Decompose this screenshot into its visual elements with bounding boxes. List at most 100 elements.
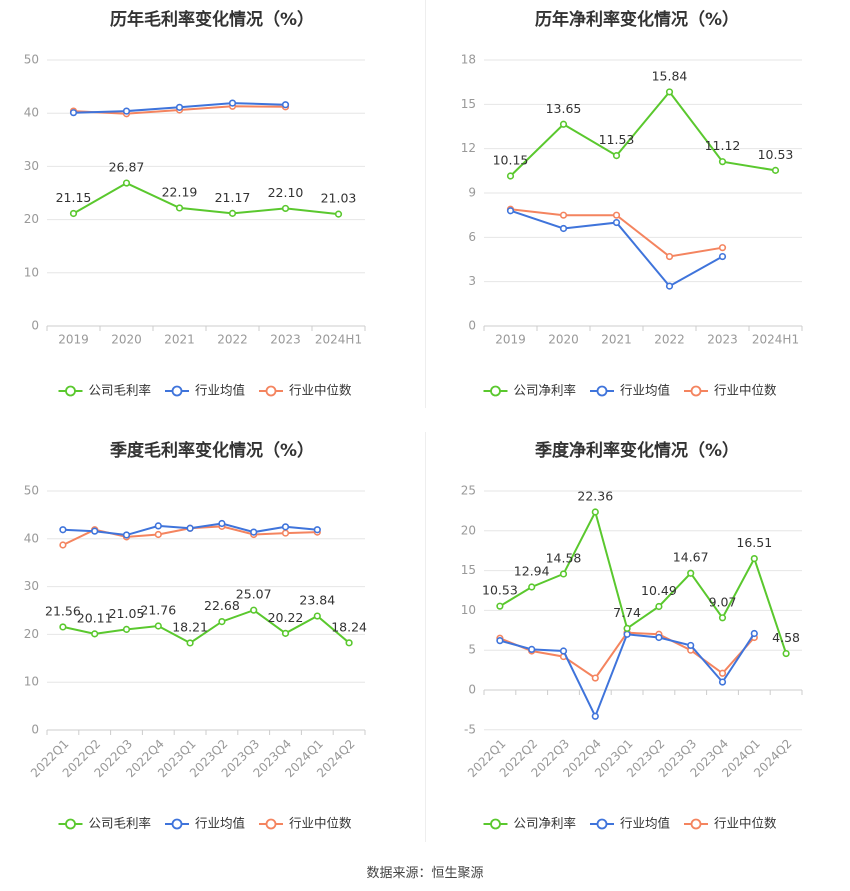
data-point-company bbox=[718, 158, 727, 166]
legend: 公司毛利率 行业均值 行业中位数 bbox=[58, 383, 352, 398]
chart-panel-annual-gross: 历年毛利率变化情况（%） 0 10 20 30 40 50 2019 2020 2021 2022 2… bbox=[0, 0, 425, 430]
legend: 公司净利率 行业均值 行业中位数 bbox=[483, 383, 777, 398]
data-point-avg bbox=[175, 103, 184, 111]
chart-panel-quarterly-net: 季度净利率变化情况（%） -5 0 5 10 15 20 25 2022Q1 2022Q2 2022… bbox=[425, 432, 850, 862]
x-tick-label: 2020 bbox=[548, 333, 579, 347]
data-point-company bbox=[122, 625, 131, 633]
data-point-company bbox=[250, 606, 258, 614]
data-point-avg bbox=[559, 647, 568, 655]
data-label: 9.07 bbox=[709, 594, 737, 609]
legend-label: 行业均值 bbox=[195, 383, 245, 398]
data-point-company bbox=[559, 570, 568, 578]
legend-item-median: 行业中位数 bbox=[259, 383, 352, 398]
data-point-company bbox=[122, 179, 131, 187]
data-point-avg bbox=[655, 633, 663, 642]
legend-label: 行业中位数 bbox=[289, 383, 352, 398]
data-point-company bbox=[218, 617, 226, 626]
x-tick-label: 2024H1 bbox=[315, 333, 362, 347]
series-line-company bbox=[62, 609, 350, 645]
chart-title: 历年毛利率变化情况（%） bbox=[110, 9, 314, 30]
data-label: 22.68 bbox=[204, 598, 240, 613]
data-point-company bbox=[154, 622, 162, 630]
legend-marker bbox=[265, 818, 277, 830]
legend-label: 行业均值 bbox=[620, 383, 670, 398]
series-line-company bbox=[73, 181, 339, 216]
series-line-avg bbox=[499, 632, 756, 719]
y-tick-label: 3 bbox=[468, 274, 476, 288]
legend-label: 行业均值 bbox=[620, 816, 670, 831]
legend-marker bbox=[171, 818, 183, 830]
data-point-company bbox=[345, 639, 353, 647]
data-point-avg bbox=[665, 282, 674, 290]
y-tick-label: 5 bbox=[468, 643, 476, 657]
data-label: 14.58 bbox=[546, 550, 582, 565]
data-point-avg bbox=[281, 523, 290, 531]
legend-marker bbox=[690, 385, 702, 397]
x-tick-label: 2019 bbox=[495, 333, 526, 347]
legend-label: 公司净利率 bbox=[514, 383, 577, 398]
chart-title: 历年净利率变化情况（%） bbox=[535, 9, 739, 30]
data-point-avg bbox=[528, 645, 536, 654]
legend-marker bbox=[690, 818, 702, 830]
x-tick-label: 2019 bbox=[58, 333, 89, 347]
y-tick-label: 18 bbox=[461, 53, 476, 67]
series-line-median bbox=[499, 631, 756, 680]
data-point-company bbox=[281, 204, 290, 213]
data-point-company bbox=[559, 120, 568, 128]
data-point-company bbox=[782, 649, 790, 658]
data-point-avg bbox=[122, 531, 131, 539]
chart-annual-gross: 历年毛利率变化情况（%） 0 10 20 30 40 50 2019 2020 2021 2022 2… bbox=[24, 9, 366, 398]
x-tick-label: 2024H1 bbox=[752, 333, 799, 347]
series-line-company bbox=[509, 90, 776, 177]
y-tick-label: 0 bbox=[468, 683, 476, 697]
y-tick-label: 40 bbox=[24, 531, 39, 545]
y-tick-label: 9 bbox=[468, 186, 476, 200]
data-point-median bbox=[559, 211, 568, 219]
data-label: 25.07 bbox=[236, 587, 272, 602]
panel-divider bbox=[425, 0, 426, 408]
y-tick-label: 15 bbox=[461, 97, 476, 111]
x-tick-label: 2023 bbox=[707, 333, 738, 347]
data-label: 10.49 bbox=[641, 583, 677, 598]
legend: 公司毛利率 行业均值 行业中位数 bbox=[58, 816, 352, 831]
data-point-avg bbox=[506, 207, 515, 215]
data-point-avg bbox=[612, 218, 621, 227]
data-label: 18.24 bbox=[331, 619, 367, 634]
data-point-company bbox=[313, 612, 321, 620]
data-label: 21.03 bbox=[321, 191, 357, 206]
legend-marker bbox=[490, 385, 501, 397]
data-point-avg bbox=[687, 641, 695, 650]
data-label: 23.84 bbox=[299, 593, 335, 608]
legend-item-avg: 行业均值 bbox=[165, 816, 245, 831]
y-tick-label: 10 bbox=[24, 675, 39, 689]
y-tick-label: 20 bbox=[24, 212, 39, 226]
data-point-avg bbox=[218, 519, 226, 528]
legend-marker bbox=[596, 818, 608, 830]
data-point-avg bbox=[186, 524, 194, 532]
data-label: 22.10 bbox=[268, 185, 304, 200]
legend-marker bbox=[65, 818, 76, 830]
data-point-avg bbox=[559, 224, 568, 233]
data-point-avg bbox=[228, 99, 237, 107]
data-point-avg bbox=[591, 712, 599, 720]
data-label: 15.84 bbox=[652, 68, 688, 83]
legend-label: 公司毛利率 bbox=[89, 816, 152, 831]
chart-title: 季度毛利率变化情况（%） bbox=[110, 440, 314, 461]
legend-label: 行业中位数 bbox=[714, 383, 777, 398]
legend-label: 公司净利率 bbox=[514, 816, 577, 831]
legend-item-median: 行业中位数 bbox=[684, 816, 777, 831]
legend-marker bbox=[265, 385, 277, 397]
data-point-median bbox=[59, 541, 67, 549]
y-tick-label: 30 bbox=[24, 159, 39, 173]
data-label: 10.15 bbox=[493, 153, 529, 168]
data-point-company bbox=[186, 639, 194, 647]
data-point-avg bbox=[122, 107, 131, 115]
legend-marker bbox=[596, 385, 608, 397]
data-point-company bbox=[687, 569, 695, 577]
data-point-avg bbox=[718, 252, 727, 261]
data-label: 26.87 bbox=[109, 160, 145, 175]
data-point-avg bbox=[313, 526, 321, 534]
data-point-avg bbox=[623, 630, 631, 638]
y-tick-label: 40 bbox=[24, 106, 39, 120]
data-point-median bbox=[612, 211, 621, 219]
